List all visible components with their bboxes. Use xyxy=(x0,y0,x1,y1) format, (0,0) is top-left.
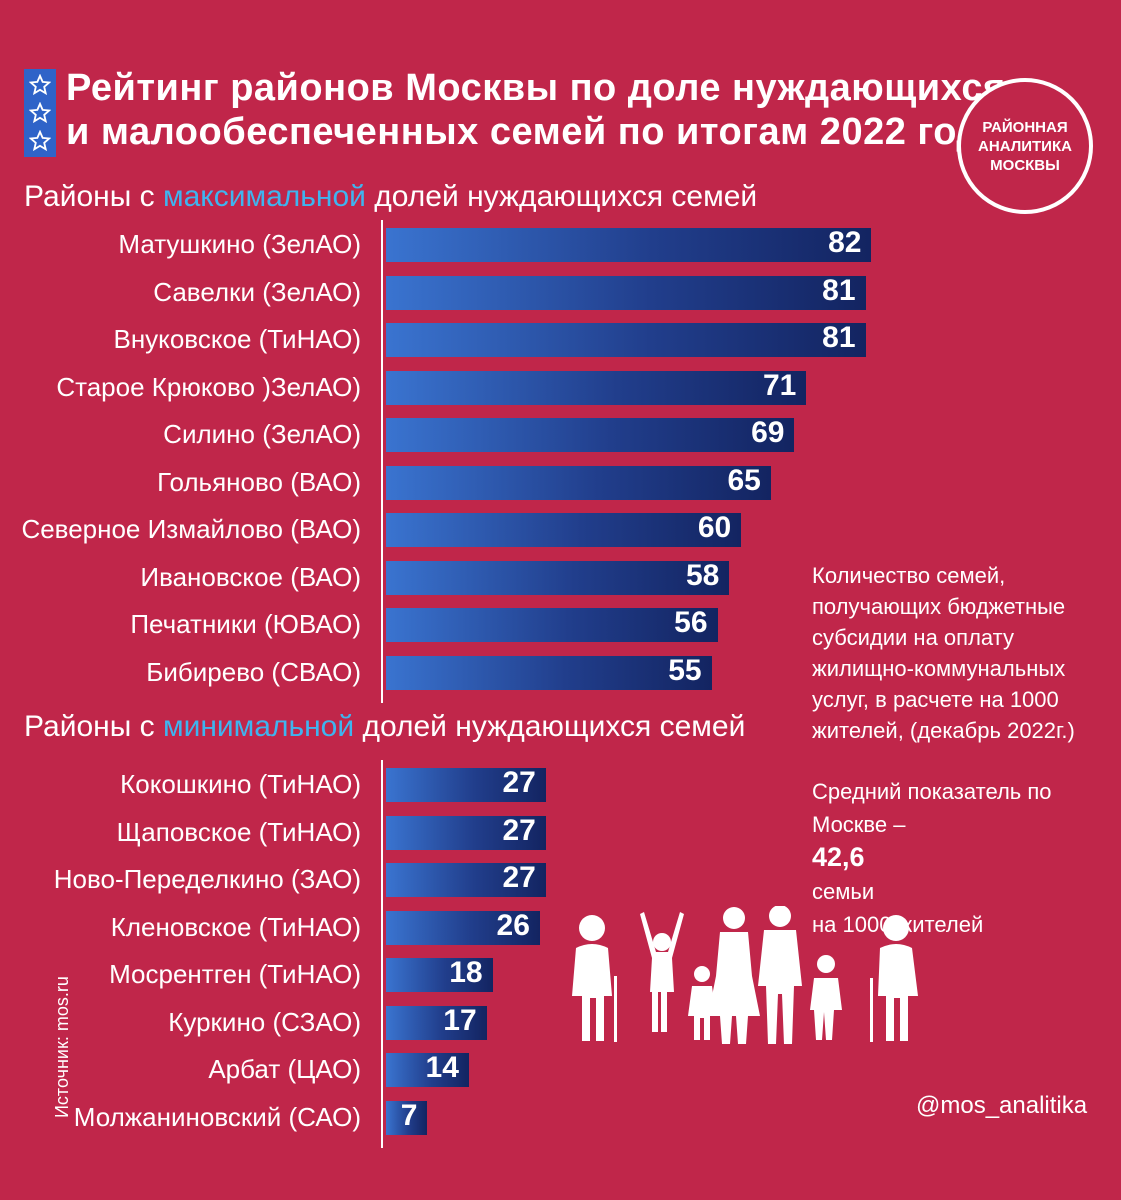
source-note: Источник: mos.ru xyxy=(52,976,72,1118)
note-line: жилищно-коммунальных xyxy=(812,656,1066,681)
note-line: субсидии на оплату xyxy=(812,625,1014,650)
section-heading-text: Районы с xyxy=(24,180,163,213)
title-line-2: и малообеспеченных семей по итогам 2022 … xyxy=(66,111,1003,153)
bar xyxy=(386,608,718,642)
category-label: Кокошкино (ТиНАО) xyxy=(120,769,361,799)
category-label: Ново-Переделкино (ЗАО) xyxy=(53,864,361,894)
bar xyxy=(386,560,730,595)
average-line-1: Средний показатель по xyxy=(812,779,1052,804)
bar xyxy=(386,863,546,897)
bar xyxy=(386,815,546,850)
star-icon xyxy=(29,74,51,96)
chart-note: Количество семей, получающих бюджетные с… xyxy=(812,560,1075,746)
bar xyxy=(386,513,742,547)
category-label: Молжаниновский (САО) xyxy=(73,1101,361,1132)
category-label: Ивановское (ВАО) xyxy=(140,561,361,592)
bar xyxy=(386,958,493,992)
star-icon xyxy=(29,130,51,152)
average-line-2: Москве – 42,6 семьи xyxy=(812,808,1052,908)
data-label: 27 xyxy=(502,766,536,799)
bar xyxy=(386,1100,428,1135)
bar xyxy=(386,655,712,690)
section-heading-text: Районы с xyxy=(24,710,163,743)
data-label: 58 xyxy=(686,558,720,592)
title-line-1: Рейтинг районов Москвы по доле нуждающих… xyxy=(66,67,1006,109)
bar xyxy=(386,228,872,262)
section-heading-highlight: минимальной xyxy=(162,710,355,743)
data-label: 56 xyxy=(674,606,708,639)
chart-axis-line xyxy=(381,220,383,703)
family-icon xyxy=(572,906,918,1044)
category-label: Гольяново (ВАО) xyxy=(157,466,361,497)
logo-line-1: РАЙОННАЯ xyxy=(982,118,1068,136)
star-icon xyxy=(29,102,51,124)
section-heading-max: Районы с максимальной долей нуждающихся … xyxy=(24,180,757,214)
bar xyxy=(386,910,540,945)
section-heading-text: долей нуждающихся семей xyxy=(354,710,746,743)
category-label: Щаповское (ТиНАО) xyxy=(116,816,361,847)
average-value: 42,6 xyxy=(812,842,865,872)
bar xyxy=(386,418,795,452)
data-label: 27 xyxy=(502,861,536,894)
page-title: Рейтинг районов Москвы по доле нуждающих… xyxy=(66,66,1006,154)
note-line: получающих бюджетные xyxy=(812,594,1066,619)
bar xyxy=(386,1005,487,1040)
note-line: Количество семей, xyxy=(812,563,1006,588)
average-note: Средний показатель по Москве – 42,6 семь… xyxy=(812,775,1052,941)
data-label: 27 xyxy=(502,813,536,847)
data-label: 55 xyxy=(668,653,702,687)
category-label: Северное Измайлово (ВАО) xyxy=(21,514,361,544)
category-label: Куркино (СЗАО) xyxy=(168,1006,361,1037)
section-heading-min: Районы с минимальной долей нуждающихся с… xyxy=(24,710,745,744)
data-label: 14 xyxy=(425,1051,459,1084)
data-label: 71 xyxy=(762,368,797,402)
category-label: Печатники (ЮВАО) xyxy=(130,609,361,639)
note-line: услуг, в расчете на 1000 xyxy=(812,687,1059,712)
category-label: Силино (ЗелАО) xyxy=(163,419,361,449)
bar xyxy=(386,323,866,357)
data-label: 17 xyxy=(443,1003,477,1037)
bar xyxy=(386,768,546,802)
average-text: Москве – xyxy=(812,812,906,837)
data-label: 7 xyxy=(400,1098,418,1132)
bar xyxy=(386,275,866,310)
stars-badge xyxy=(24,69,56,157)
data-label: 69 xyxy=(751,416,785,449)
category-label: Бибирево (СВАО) xyxy=(146,656,361,687)
section-heading-highlight: максимальной xyxy=(162,180,366,213)
bar xyxy=(386,465,771,500)
bar xyxy=(386,1053,469,1087)
category-label: Савелки (ЗелАО) xyxy=(153,276,361,307)
data-label: 65 xyxy=(727,463,761,497)
data-label: 26 xyxy=(496,908,530,942)
category-label: Арбат (ЦАО) xyxy=(208,1054,361,1084)
chart-axis-line xyxy=(381,760,383,1148)
data-label: 81 xyxy=(822,321,856,354)
data-label: 18 xyxy=(449,956,483,989)
logo-line-3: МОСКВЫ xyxy=(990,156,1060,174)
category-label: Кленовское (ТиНАО) xyxy=(110,911,361,942)
social-handle: @mos_analitika xyxy=(916,1092,1088,1119)
logo: РАЙОННАЯ АНАЛИТИКА МОСКВЫ xyxy=(957,78,1093,214)
category-label: Мосрентген (ТиНАО) xyxy=(109,959,361,989)
data-label: 82 xyxy=(828,226,862,259)
data-label: 60 xyxy=(697,511,732,544)
bar xyxy=(386,370,807,405)
average-text: семьи xyxy=(812,879,875,904)
logo-line-2: АНАЛИТИКА xyxy=(978,137,1072,155)
category-label: Матушкино (ЗелАО) xyxy=(118,229,361,259)
category-label: Старое Крюково )ЗелАО) xyxy=(56,371,361,402)
note-line: жителей, (декабрь 2022г.) xyxy=(812,718,1075,743)
section-heading-text: долей нуждающихся семей xyxy=(365,180,758,213)
category-label: Внуковское (ТиНАО) xyxy=(113,324,361,354)
data-label: 81 xyxy=(822,273,856,307)
